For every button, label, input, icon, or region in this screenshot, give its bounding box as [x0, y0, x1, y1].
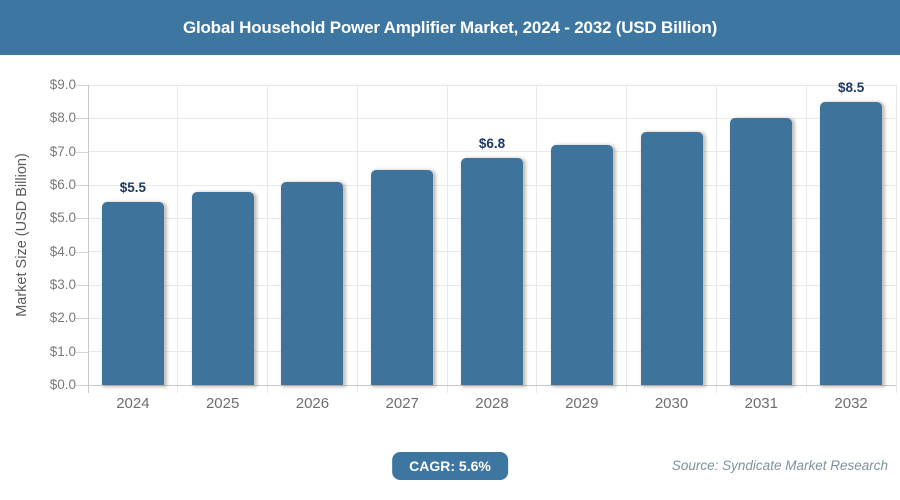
y-tick-label: $5.0 — [49, 210, 76, 226]
bar-value-label: $6.8 — [478, 136, 506, 152]
h-gridline — [88, 151, 896, 153]
y-tick-mark — [76, 185, 88, 186]
bar-2030[interactable] — [640, 131, 703, 385]
y-tick-label: $1.0 — [49, 343, 76, 359]
y-tick-mark — [76, 351, 88, 353]
x-axis-label: 2028 — [475, 395, 509, 412]
v-gridline — [446, 85, 448, 393]
h-gridline — [88, 84, 896, 86]
source-text: Source: Syndicate Market Research — [671, 458, 888, 473]
y-tick-mark — [76, 85, 88, 86]
y-tick-label: $0.0 — [49, 377, 76, 392]
y-tick-label: $6.0 — [49, 177, 76, 192]
v-gridline — [267, 85, 269, 393]
y-tick-mark — [76, 285, 88, 286]
cagr-badge: CAGR: 5.6% — [392, 452, 508, 480]
bar-value-label: $8.5 — [837, 79, 865, 95]
y-tick-mark — [76, 385, 88, 386]
x-axis-label: 2031 — [744, 395, 778, 412]
y-tick-label: $2.0 — [49, 310, 76, 326]
y-axis-line — [88, 85, 89, 393]
y-tick-label: $4.0 — [49, 243, 76, 259]
bar-2026[interactable] — [281, 181, 344, 385]
v-gridline — [895, 85, 897, 393]
x-axis-label: 2032 — [834, 395, 868, 412]
y-tick-label: $3.0 — [49, 277, 76, 292]
bar-2031[interactable] — [730, 118, 793, 385]
plot-area: $0.0 $1.0 $2.0 $3.0 $4.0 $5.0 $6.0 $7.0 $8.0 $9.0… — [50, 77, 897, 412]
x-axis-label: 2026 — [295, 395, 330, 412]
y-tick-mark — [76, 151, 88, 153]
x-axis-label: 2025 — [205, 395, 240, 412]
bar-2025[interactable] — [191, 191, 254, 385]
v-gridline — [626, 85, 628, 393]
chart-title: Global Household Power Amplifier Market,… — [182, 17, 718, 37]
v-gridline — [805, 85, 807, 393]
v-gridline — [536, 85, 538, 393]
bar-2029[interactable] — [550, 145, 613, 385]
bar-value-label: $5.5 — [119, 179, 147, 195]
y-tick-label: $8.0 — [49, 110, 76, 126]
x-axis-label: 2029 — [565, 395, 599, 412]
x-axis-label: 2027 — [385, 395, 419, 412]
h-gridline — [88, 117, 896, 119]
bar-2028[interactable] — [461, 158, 523, 385]
x-axis-line — [88, 385, 896, 386]
x-axis-label: 2024 — [116, 395, 150, 412]
bar-2032[interactable] — [820, 101, 883, 385]
bar-2024[interactable] — [101, 201, 164, 385]
v-gridline — [177, 85, 179, 393]
y-tick-mark — [76, 218, 88, 220]
y-tick-mark — [76, 251, 88, 253]
x-axis-label: 2030 — [654, 395, 689, 412]
v-gridline — [715, 85, 717, 393]
y-tick-mark — [76, 318, 88, 320]
y-tick-mark — [76, 118, 88, 120]
y-tick-label: $7.0 — [49, 143, 76, 159]
bar-2027[interactable] — [371, 170, 434, 385]
y-tick-label: $9.0 — [49, 77, 76, 92]
chart-title-bar: Global Household Power Amplifier Market,… — [0, 0, 900, 55]
v-gridline — [356, 85, 358, 393]
